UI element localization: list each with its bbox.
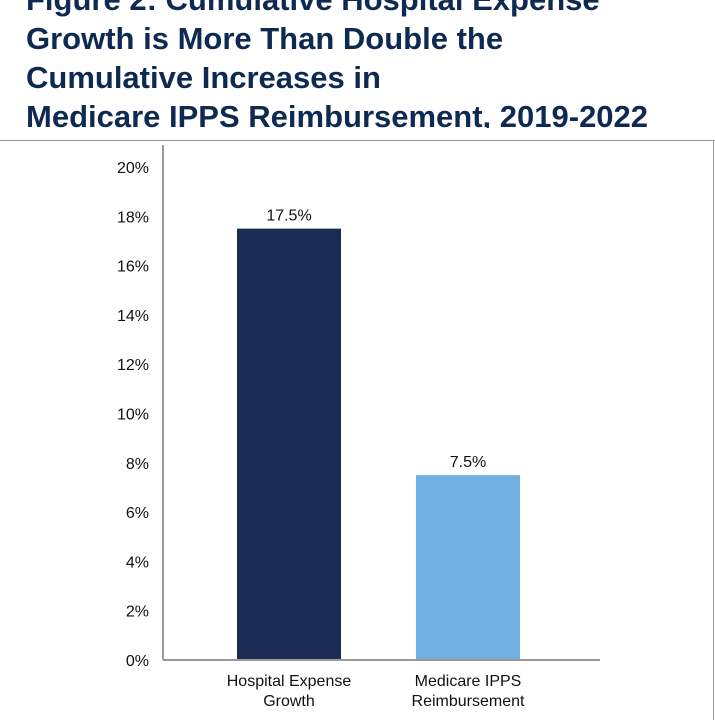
y-tick-label: 10% [117,407,149,424]
bar [237,228,341,660]
y-tick-label: 14% [117,308,149,325]
y-tick-label: 0% [126,653,149,670]
y-tick-label: 6% [126,505,149,522]
category-label: Growth [263,693,315,710]
frame-border-right [713,140,714,720]
y-tick-label: 20% [117,160,149,177]
chart-title: Figure 2: Cumulative Hospital Expense Gr… [26,0,706,128]
y-tick-label: 8% [126,456,149,473]
value-labels: 17.5% 7.5% [266,208,486,472]
bar-value-label: 7.5% [450,454,486,471]
title-line-partial: Figure 2: Cumulative Hospital Expense [26,0,706,19]
title-divider [0,140,715,141]
y-tick-label: 4% [126,554,149,571]
y-tick-label: 12% [117,357,149,374]
y-tick-label: 16% [117,259,149,276]
bars [237,228,520,660]
title-line-1: Growth is More Than Double the [26,21,504,56]
bar-value-label: 17.5% [266,208,311,225]
title-line-2: Cumulative Increases in [26,60,381,95]
category-label: Reimbursement [412,693,525,710]
category-label: Hospital Expense [227,673,352,690]
y-axis-ticks: 0% 2% 4% 6% 8% 10% 12% 14% 16% 18% 20% [117,160,149,670]
title-line-3: Medicare IPPS Reimbursement, 2019-2022 [26,99,649,128]
y-tick-label: 2% [126,604,149,621]
bar [416,475,520,660]
category-labels: Hospital Expense Growth Medicare IPPS Reimb… [227,673,525,710]
category-label: Medicare IPPS [415,673,522,690]
y-tick-label: 18% [117,209,149,226]
